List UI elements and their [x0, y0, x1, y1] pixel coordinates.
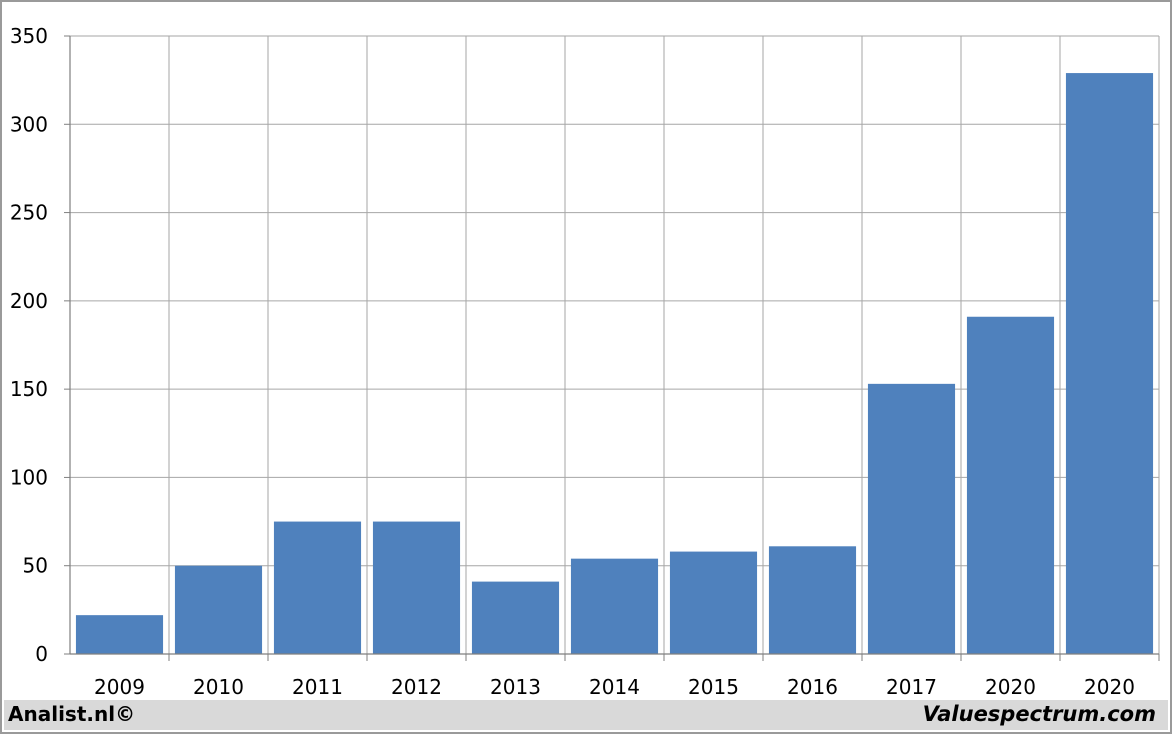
- bar: [570, 558, 659, 654]
- bar: [372, 521, 461, 654]
- x-tick-label: 2009: [94, 675, 145, 699]
- x-tick-label: 2011: [292, 675, 343, 699]
- y-tick-label: 350: [10, 24, 48, 48]
- x-tick-label: 2014: [589, 675, 640, 699]
- y-tick-labels: 0 50 100 150 200 250 300 350: [10, 24, 48, 666]
- x-tick-label: 2017: [886, 675, 937, 699]
- x-tick-label: 2015: [688, 675, 739, 699]
- y-tick-label: 50: [23, 554, 48, 578]
- axes: [64, 35, 1160, 661]
- x-tick-label: 2016: [787, 675, 838, 699]
- bar: [273, 521, 362, 654]
- y-tick-label: 150: [10, 377, 48, 401]
- x-tick-label: 2012: [391, 675, 442, 699]
- y-tick-label: 0: [35, 642, 48, 666]
- bar: [1065, 73, 1154, 654]
- x-tick-label: 2010: [193, 675, 244, 699]
- y-tick-label: 100: [10, 465, 48, 489]
- bar: [768, 546, 857, 654]
- footer-bar: Analist.nl© Valuespectrum.com: [4, 700, 1168, 730]
- x-tick-label: 2020: [985, 675, 1036, 699]
- bar: [75, 615, 164, 654]
- y-tick-label: 300: [10, 112, 48, 136]
- y-tick-label: 200: [10, 289, 48, 313]
- x-tick-label: 2020: [1084, 675, 1135, 699]
- brand-label: Valuespectrum.com: [922, 702, 1156, 726]
- x-tick-label: 2013: [490, 675, 541, 699]
- bar: [669, 551, 758, 654]
- y-tick-label: 250: [10, 201, 48, 225]
- bar: [174, 565, 263, 654]
- bar: [471, 581, 560, 654]
- bar: [966, 316, 1055, 654]
- bars: [75, 73, 1154, 654]
- x-tick-labels: 2009 2010 2011 2012 2013 2014 2015 2016 2017 2020…: [94, 675, 1135, 699]
- bar: [867, 383, 956, 654]
- grid-lines: [70, 35, 1160, 654]
- source-label: Analist.nl©: [8, 702, 136, 726]
